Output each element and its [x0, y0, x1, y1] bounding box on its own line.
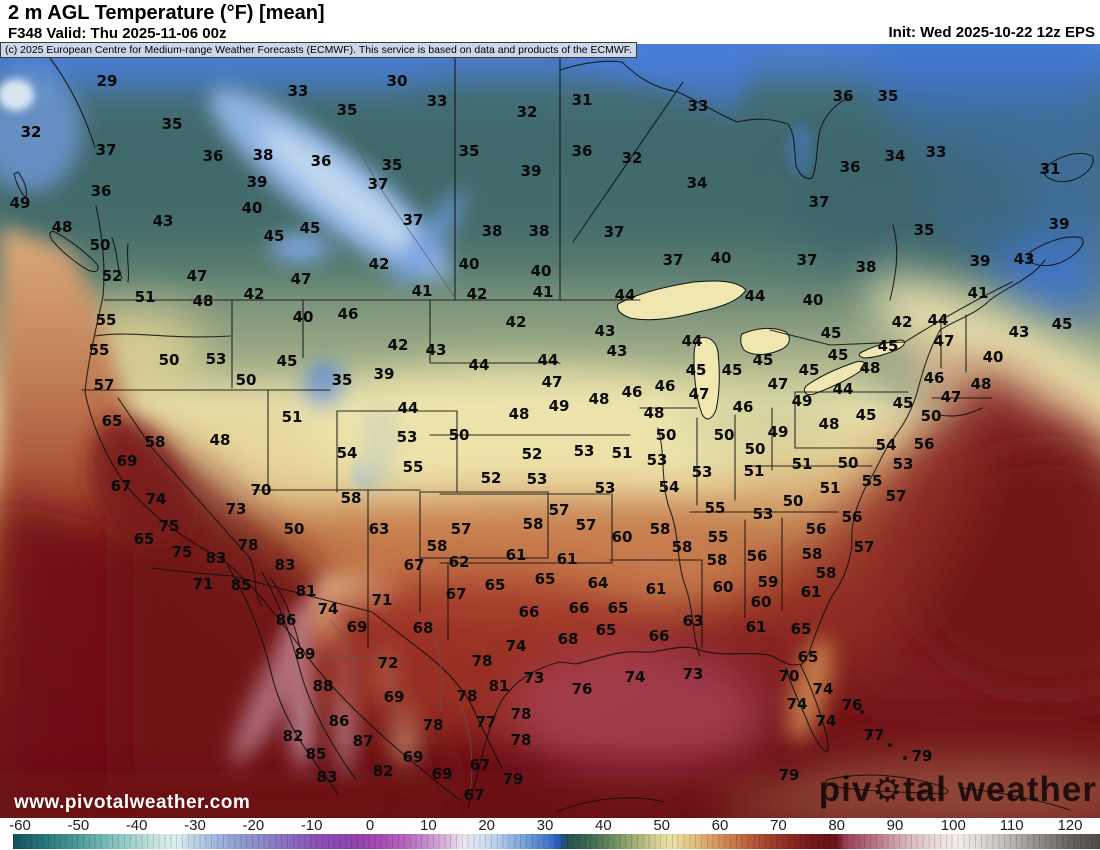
- colorbar-tick: -60: [9, 817, 31, 834]
- colorbar-tick: -50: [67, 817, 90, 834]
- colorbar-tick: 0: [365, 817, 375, 834]
- colorbar-tick: -30: [184, 817, 206, 834]
- colorbar-tick: 90: [886, 817, 904, 834]
- colorbar-tick: 40: [594, 817, 612, 834]
- great-lakes: [617, 280, 905, 420]
- colorbar-tick: 120: [1057, 817, 1083, 834]
- init-time-label: Init: Wed 2025-10-22 12z EPS: [888, 24, 1095, 41]
- colorbar-tick: 70: [769, 817, 787, 834]
- temperature-field-blobs: [0, 44, 1100, 818]
- temperature-map: [0, 44, 1100, 818]
- colorbar-tick: 80: [828, 817, 845, 834]
- colorbar-tick: 100: [940, 817, 966, 834]
- colorbar-tick: -10: [300, 817, 323, 834]
- colorbar-tick: 10: [419, 817, 437, 834]
- colorbar-tick: 110: [999, 817, 1024, 834]
- colorbar-tick: 30: [536, 817, 554, 834]
- map-surface-svg: [0, 44, 1100, 818]
- colorbar-gradient: [13, 834, 1100, 849]
- temperature-colorbar: -60 -50 -40 -30 -20 -10 0 10 20 30 40 50 60 70 80 90 100…: [0, 817, 1100, 850]
- colorbar-tick: 20: [478, 817, 495, 834]
- colorbar-tick: -20: [242, 817, 265, 834]
- colorbar-tick: 50: [653, 817, 670, 834]
- valid-time-label: F348 Valid: Thu 2025-11-06 00z: [8, 25, 227, 42]
- map-borders: [13, 44, 1094, 813]
- secondary-borders: [319, 127, 473, 791]
- page-title: 2 m AGL Temperature (°F) [mean]: [8, 2, 325, 24]
- colorbar-tick: 60: [711, 817, 729, 834]
- colorbar-tick: -40: [125, 817, 148, 834]
